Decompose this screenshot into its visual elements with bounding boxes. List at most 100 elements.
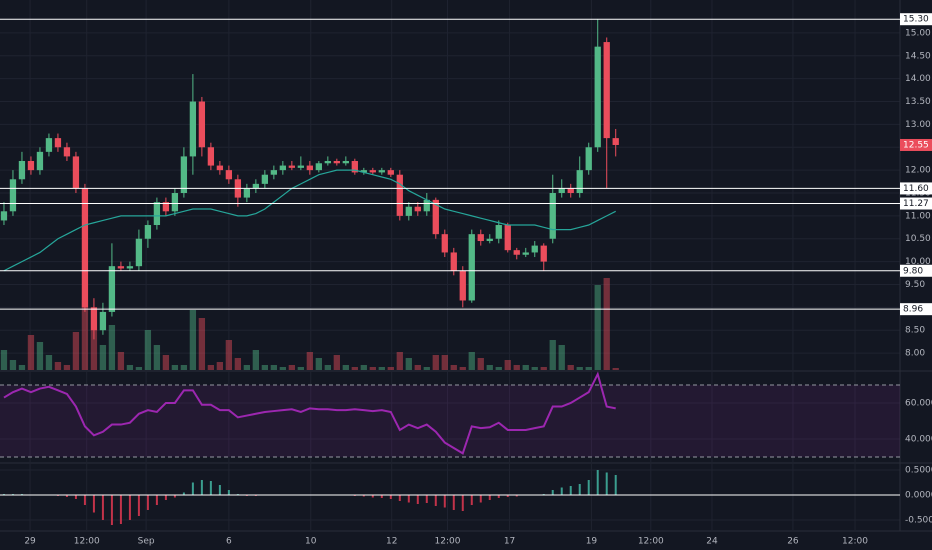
volume-bar <box>540 367 547 370</box>
level-label-box <box>900 264 932 277</box>
level-label-box <box>900 197 932 210</box>
candle-body <box>432 199 439 235</box>
y-tick-label: 11.00 <box>905 211 931 221</box>
candle-body <box>396 174 403 216</box>
histogram-bar <box>398 495 401 501</box>
moving-average <box>3 169 616 272</box>
x-tick-label: 29 <box>24 537 36 547</box>
histogram-bar <box>596 470 599 495</box>
histogram-bar <box>569 486 572 495</box>
histogram-bar <box>164 495 167 500</box>
candle-body <box>468 234 475 301</box>
volume-bar <box>441 355 448 370</box>
candle-body <box>522 252 529 255</box>
histogram-bar <box>191 482 194 495</box>
volume-bar <box>333 355 340 370</box>
y-tick-label: 9.50 <box>905 280 925 290</box>
histogram-bar <box>173 495 176 498</box>
candle-body <box>45 138 53 152</box>
histogram-bar <box>443 495 446 508</box>
volume-bar <box>9 360 17 370</box>
histogram-bar <box>83 495 86 505</box>
volume-bar <box>207 365 215 370</box>
histogram-bar <box>65 495 68 497</box>
candle-body <box>459 270 466 301</box>
histogram-bar <box>200 480 203 495</box>
volume-bar <box>531 367 538 370</box>
volume-bar <box>495 367 502 370</box>
volume-bar <box>252 350 260 370</box>
volume-bar <box>117 352 125 370</box>
candle-body <box>477 234 484 242</box>
candle-body <box>54 138 62 148</box>
level-label-box <box>900 182 932 195</box>
candle-body <box>612 138 619 145</box>
volume-bar <box>198 318 206 370</box>
volume-bar <box>396 352 403 370</box>
volume-bar <box>234 358 242 370</box>
candle-body <box>324 160 331 164</box>
candle-body <box>108 266 116 312</box>
candle-body <box>162 202 170 212</box>
histogram-bar <box>146 495 149 510</box>
volume-bar <box>342 365 349 370</box>
volume-bar <box>351 367 358 370</box>
x-tick-label: 12 <box>386 537 397 547</box>
candle-body <box>495 225 502 239</box>
volume-bar <box>360 365 367 370</box>
histogram-bar <box>614 475 617 495</box>
volume-bar <box>306 352 313 370</box>
level-label-box <box>900 303 932 316</box>
volume-bar <box>423 367 430 370</box>
x-tick-label: 12:00 <box>74 537 100 547</box>
histogram-bar <box>380 495 383 498</box>
x-tick-label: 26 <box>787 537 799 547</box>
last-price-box <box>900 138 932 151</box>
candle-body <box>288 165 295 168</box>
volume-bar <box>243 365 251 370</box>
volume-bar <box>162 355 170 370</box>
volume-bar <box>153 345 161 370</box>
level-label: 9.80 <box>903 266 923 276</box>
histogram-bar <box>452 495 455 510</box>
volume-bar <box>594 285 601 370</box>
volume-bar <box>72 332 80 370</box>
candle-body <box>189 101 197 157</box>
candle-body <box>135 238 143 267</box>
histogram-bar <box>425 495 428 503</box>
candle-body <box>126 266 134 269</box>
volume-bar <box>225 340 233 370</box>
candle-body <box>351 160 358 173</box>
x-tick-label: 12:00 <box>435 537 461 547</box>
volume-bar <box>387 367 394 370</box>
candle-body <box>270 170 277 175</box>
candle-body <box>0 211 8 221</box>
candle-body <box>315 163 322 171</box>
histogram-bar <box>551 490 554 495</box>
candle-body <box>603 42 610 139</box>
volume-bar <box>315 358 322 370</box>
volume-bar <box>522 365 529 370</box>
histogram-bar <box>407 495 410 503</box>
y-tick-label: 10.50 <box>905 234 931 244</box>
volume-bar <box>0 350 8 370</box>
candle-body <box>297 165 304 168</box>
level-label: 11.27 <box>903 199 929 209</box>
candle-body <box>117 266 125 269</box>
x-tick-label: 6 <box>226 537 232 547</box>
candle-body <box>99 311 107 331</box>
candle-body <box>549 193 556 239</box>
volume-bar <box>81 300 89 370</box>
y-tick-label: 13.00 <box>905 120 931 130</box>
volume-bar <box>288 365 295 370</box>
candle-body <box>279 165 286 171</box>
candle-body <box>387 170 394 175</box>
y-tick-label: 8.50 <box>905 326 925 336</box>
candle-body <box>585 147 592 171</box>
candle-body <box>180 156 188 194</box>
histogram-bar <box>362 495 365 497</box>
volume-bar <box>567 365 574 370</box>
x-tick-label: 12:00 <box>842 537 868 547</box>
